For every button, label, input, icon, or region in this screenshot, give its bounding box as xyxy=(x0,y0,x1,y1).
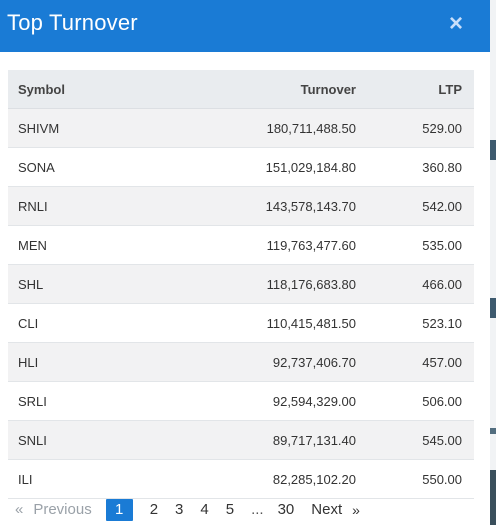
turnover-table: Symbol Turnover LTP SHIVM 180,711,488.50… xyxy=(8,70,474,499)
header-row: Symbol Turnover LTP xyxy=(8,70,474,109)
previous-label: Previous xyxy=(33,501,92,518)
table-row[interactable]: SHIVM 180,711,488.50 529.00 xyxy=(8,108,474,148)
background-block xyxy=(490,298,496,318)
cell-ltp: 535.00 xyxy=(356,225,474,265)
cell-symbol: SHIVM xyxy=(8,108,138,148)
cell-symbol: SONA xyxy=(8,147,138,187)
cell-turnover: 180,711,488.50 xyxy=(138,108,356,148)
pagination: « Previous 1 2 3 4 5 ... 30 Next » xyxy=(15,499,360,521)
cell-symbol: HLI xyxy=(8,342,138,382)
cell-symbol: ILI xyxy=(8,459,138,499)
cell-turnover: 143,578,143.70 xyxy=(138,186,356,226)
cell-ltp: 523.10 xyxy=(356,303,474,343)
table-row[interactable]: SNLI 89,717,131.40 545.00 xyxy=(8,420,474,460)
cell-turnover: 82,285,102.20 xyxy=(138,459,356,499)
chevron-double-right-icon: » xyxy=(352,502,360,518)
cell-symbol: MEN xyxy=(8,225,138,265)
page-button-4[interactable]: 4 xyxy=(200,501,209,518)
cell-symbol: RNLI xyxy=(8,186,138,226)
table-header: Symbol Turnover LTP xyxy=(8,70,474,109)
close-icon[interactable]: × xyxy=(448,10,463,37)
table-body: SHIVM 180,711,488.50 529.00 SONA 151,029… xyxy=(8,108,474,499)
next-page-button[interactable]: Next » xyxy=(311,499,360,521)
cell-symbol: SHL xyxy=(8,264,138,304)
modal-title: Top Turnover xyxy=(7,10,138,35)
page-button-1[interactable]: 1 xyxy=(105,499,133,521)
cell-symbol: SNLI xyxy=(8,420,138,460)
page-button-30[interactable]: 30 xyxy=(277,501,295,518)
cell-ltp: 360.80 xyxy=(356,147,474,187)
cell-symbol: SRLI xyxy=(8,381,138,421)
cell-ltp: 506.00 xyxy=(356,381,474,421)
cell-turnover: 119,763,477.60 xyxy=(138,225,356,265)
table-row[interactable]: MEN 119,763,477.60 535.00 xyxy=(8,225,474,265)
cell-ltp: 545.00 xyxy=(356,420,474,460)
background-block xyxy=(490,470,496,525)
table-row[interactable]: ILI 82,285,102.20 550.00 xyxy=(8,459,474,499)
table-row[interactable]: SHL 118,176,683.80 466.00 xyxy=(8,264,474,304)
cell-ltp: 466.00 xyxy=(356,264,474,304)
cell-ltp: 457.00 xyxy=(356,342,474,382)
cell-turnover: 110,415,481.50 xyxy=(138,303,356,343)
modal-header: Top Turnover × xyxy=(0,0,490,52)
page-button-2[interactable]: 2 xyxy=(149,501,159,518)
table-row[interactable]: RNLI 143,578,143.70 542.00 xyxy=(8,186,474,226)
cell-ltp: 529.00 xyxy=(356,108,474,148)
table-row[interactable]: CLI 110,415,481.50 523.10 xyxy=(8,303,474,343)
column-header-turnover[interactable]: Turnover xyxy=(138,70,356,109)
cell-turnover: 89,717,131.40 xyxy=(138,420,356,460)
next-label: Next xyxy=(311,501,343,518)
cell-turnover: 118,176,683.80 xyxy=(138,264,356,304)
cell-turnover: 92,737,406.70 xyxy=(138,342,356,382)
background-block xyxy=(490,428,496,434)
table-row[interactable]: SONA 151,029,184.80 360.80 xyxy=(8,147,474,187)
cell-turnover: 92,594,329.00 xyxy=(138,381,356,421)
table-row[interactable]: HLI 92,737,406.70 457.00 xyxy=(8,342,474,382)
cell-turnover: 151,029,184.80 xyxy=(138,147,356,187)
page-button-3[interactable]: 3 xyxy=(175,501,184,518)
cell-ltp: 542.00 xyxy=(356,186,474,226)
column-header-ltp[interactable]: LTP xyxy=(356,70,474,109)
cell-symbol: CLI xyxy=(8,303,138,343)
chevron-double-left-icon: « xyxy=(15,501,24,518)
pagination-ellipsis: ... xyxy=(251,501,264,518)
previous-page-button[interactable]: « Previous xyxy=(15,499,92,521)
table-row[interactable]: SRLI 92,594,329.00 506.00 xyxy=(8,381,474,421)
column-header-symbol[interactable]: Symbol xyxy=(8,70,138,109)
background-block xyxy=(490,140,496,160)
page-button-5[interactable]: 5 xyxy=(225,501,235,518)
cell-ltp: 550.00 xyxy=(356,459,474,499)
background-page-strip xyxy=(490,0,496,525)
